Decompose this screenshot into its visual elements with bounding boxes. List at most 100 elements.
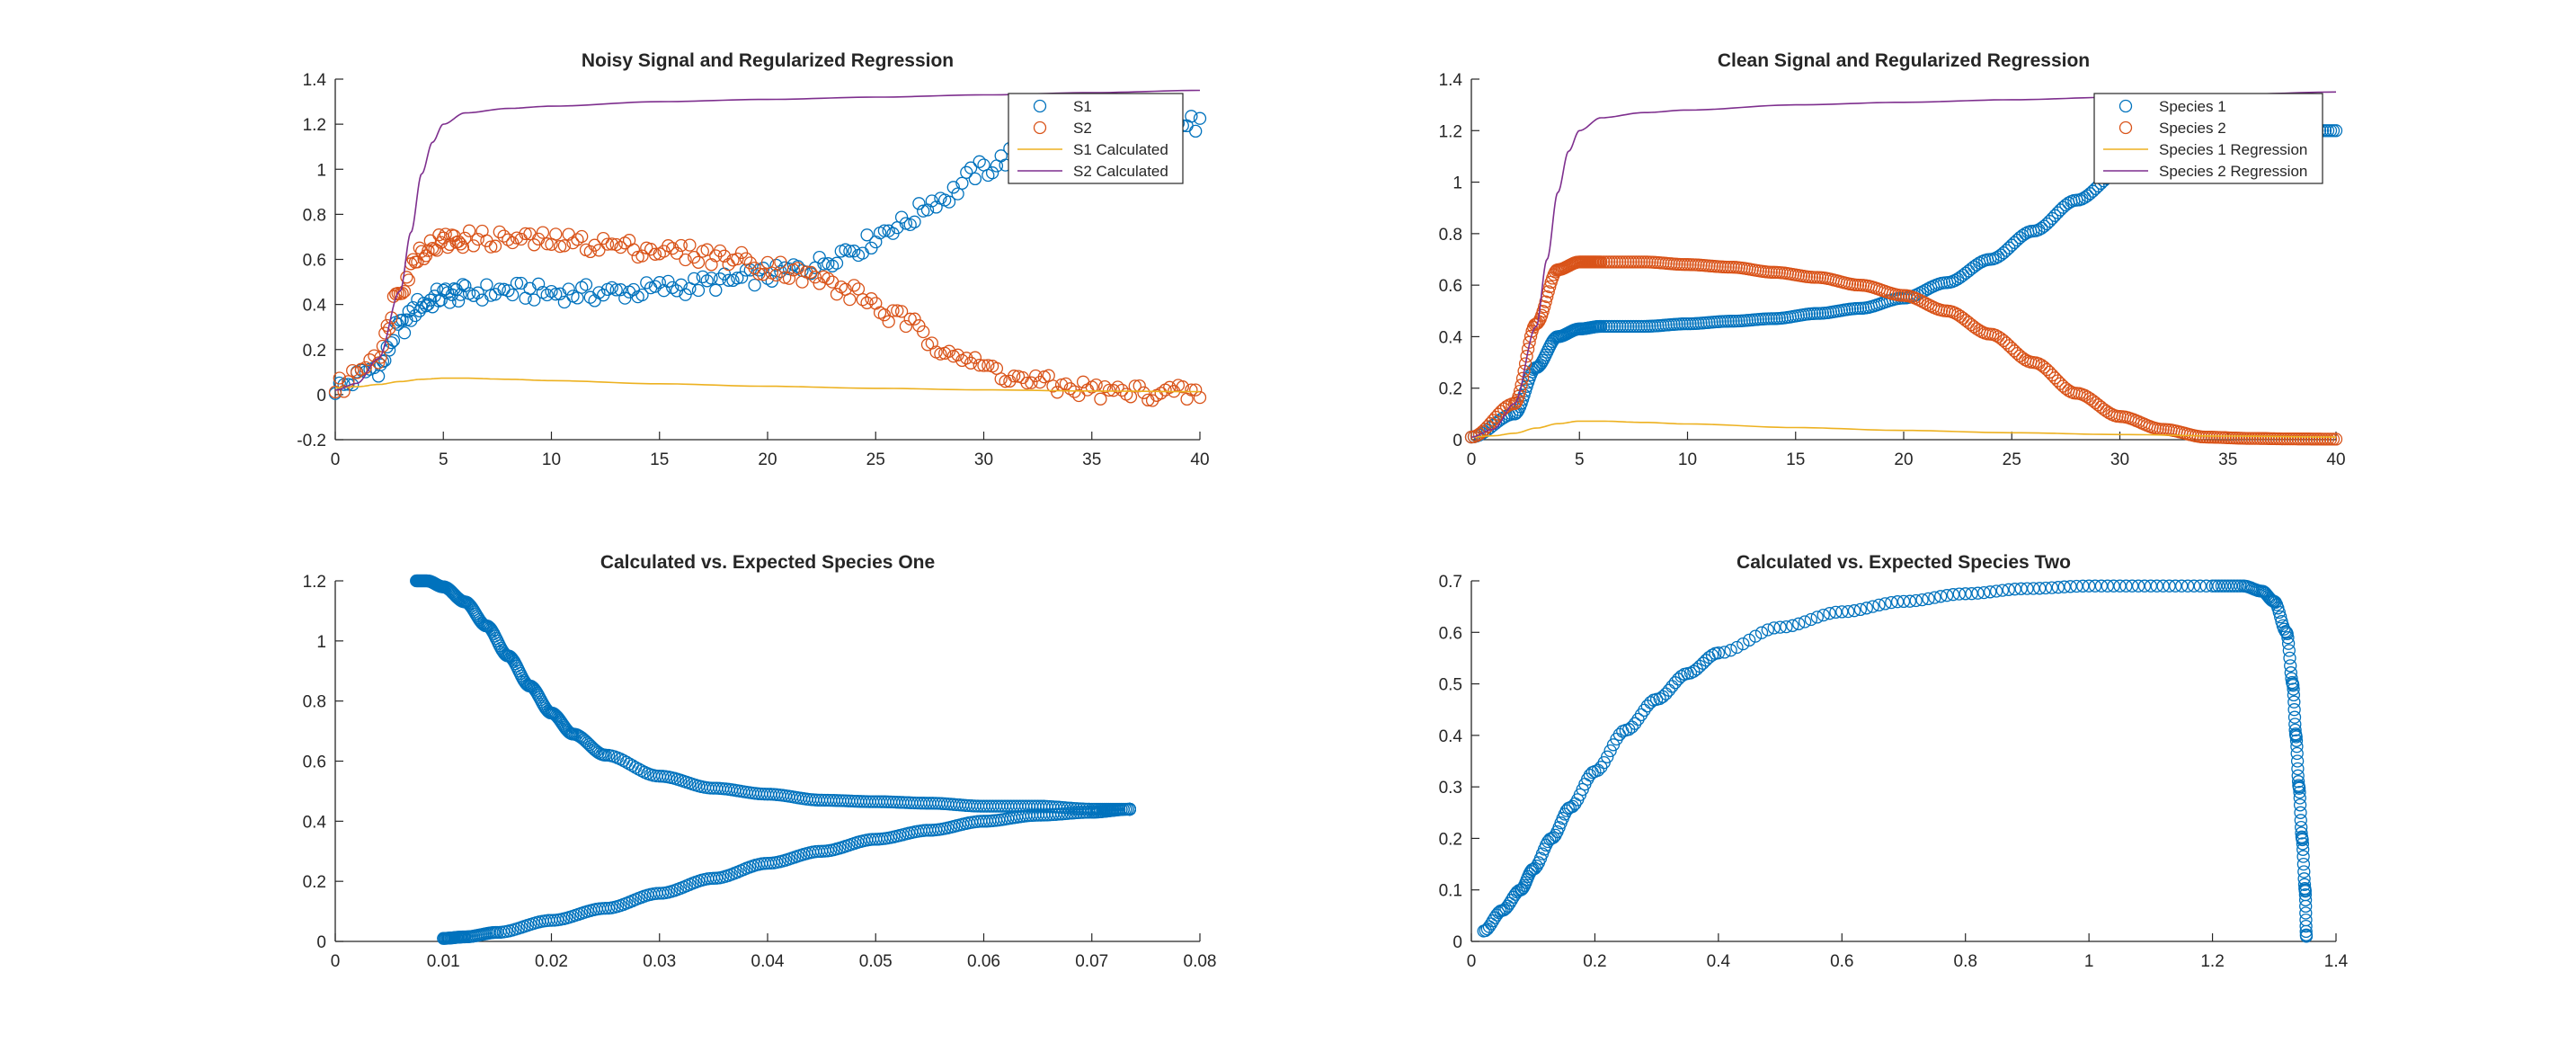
- data-point: [1644, 696, 1657, 709]
- data-point: [691, 283, 706, 298]
- data-point: [1630, 255, 1643, 269]
- y-tick-label: 0.6: [303, 252, 326, 271]
- data-point: [520, 678, 534, 691]
- data-point: [917, 204, 930, 218]
- data-point: [1115, 383, 1129, 397]
- data-point: [2294, 814, 2307, 827]
- data-point: [1520, 350, 1533, 363]
- data-point: [856, 246, 869, 260]
- data-point: [644, 243, 658, 256]
- data-point: [2291, 762, 2305, 776]
- data-point: [683, 238, 697, 252]
- data-point: [1678, 316, 1692, 331]
- data-point: [877, 224, 892, 237]
- chart-panel-4: 0 0.2 0.4 0.6 0.8 1 1.2 1.4 0 0.1 0.2 0.3 0.4 0.5 0.6 0…: [1439, 552, 2349, 971]
- data-point: [894, 305, 909, 318]
- data-point: [1597, 255, 1611, 269]
- data-point: [2101, 579, 2114, 593]
- data-point: [493, 282, 506, 296]
- data-point: [2027, 582, 2040, 595]
- data-point: [934, 347, 947, 361]
- data-point: [2290, 754, 2305, 768]
- series-1: [410, 574, 1136, 945]
- data-point: [2326, 432, 2341, 446]
- data-point: [1724, 315, 1737, 328]
- data-point: [1674, 669, 1688, 683]
- data-point: [471, 286, 484, 299]
- data-point: [599, 902, 612, 915]
- data-point: [488, 239, 502, 253]
- data-point: [413, 241, 426, 254]
- data-point: [1613, 255, 1627, 269]
- data-point: [1730, 640, 1744, 655]
- data-point: [666, 242, 680, 255]
- data-point: [605, 237, 618, 251]
- data-point: [480, 278, 493, 291]
- data-point: [982, 168, 995, 183]
- data-point: [1808, 271, 1821, 284]
- data-point: [588, 238, 601, 252]
- data-point: [2270, 432, 2284, 446]
- data-point: [1063, 382, 1077, 396]
- data-point: [1627, 319, 1640, 334]
- y-tick-label: 1: [1452, 174, 1462, 193]
- data-point: [1909, 593, 1923, 608]
- y-tick-label: 0.4: [1439, 727, 1463, 746]
- data-point: [2169, 579, 2182, 593]
- data-point: [2292, 781, 2306, 795]
- data-point: [709, 283, 723, 297]
- data-point: [731, 252, 744, 266]
- data-point: [813, 277, 826, 290]
- data-point: [2245, 432, 2259, 445]
- data-point: [2057, 580, 2071, 593]
- data-point: [2287, 682, 2300, 696]
- data-point: [600, 237, 615, 251]
- data-point: [1767, 621, 1781, 635]
- data-point: [925, 336, 938, 350]
- data-point: [571, 291, 584, 305]
- data-point: [2296, 857, 2311, 871]
- data-point: [1879, 597, 1892, 611]
- data-point: [2281, 637, 2296, 650]
- chart-title: Calculated vs. Expected Species One: [600, 552, 935, 573]
- data-point: [860, 228, 874, 242]
- x-tick-label: 0.04: [751, 952, 785, 971]
- data-point: [2289, 734, 2304, 747]
- data-point: [851, 282, 866, 296]
- data-point: [1566, 799, 1579, 814]
- data-point: [2008, 583, 2021, 596]
- x-tick-label: 25: [866, 450, 885, 469]
- x-tick-label: 0: [331, 450, 341, 469]
- y-tick-label: 1.2: [303, 573, 326, 592]
- data-point: [428, 290, 441, 303]
- data-point: [2045, 581, 2059, 594]
- data-point: [417, 252, 431, 266]
- data-point: [899, 319, 913, 334]
- data-point: [1896, 594, 1911, 609]
- data-point: [406, 300, 420, 315]
- data-point: [1102, 383, 1116, 397]
- data-point: [1539, 295, 1552, 308]
- data-point: [560, 723, 574, 737]
- y-tick-label: 1: [316, 161, 326, 180]
- data-point: [1603, 255, 1616, 269]
- data-point: [1817, 608, 1830, 622]
- data-point: [860, 296, 874, 309]
- data-point: [2287, 695, 2301, 709]
- y-tick-label: 0.6: [1439, 624, 1462, 643]
- y-tick-label: 0: [316, 387, 326, 406]
- data-point: [1754, 626, 1769, 639]
- data-point: [1185, 110, 1198, 123]
- data-point: [2283, 432, 2297, 446]
- data-point: [2082, 579, 2096, 593]
- data-point: [2051, 581, 2065, 594]
- data-point: [2318, 432, 2332, 446]
- data-point: [2290, 740, 2304, 753]
- data-point: [2326, 124, 2341, 138]
- data-point: [400, 271, 413, 284]
- data-point: [2299, 906, 2313, 920]
- data-point: [1094, 392, 1107, 406]
- data-point: [1764, 312, 1778, 325]
- data-point: [562, 282, 575, 296]
- data-point: [908, 215, 921, 228]
